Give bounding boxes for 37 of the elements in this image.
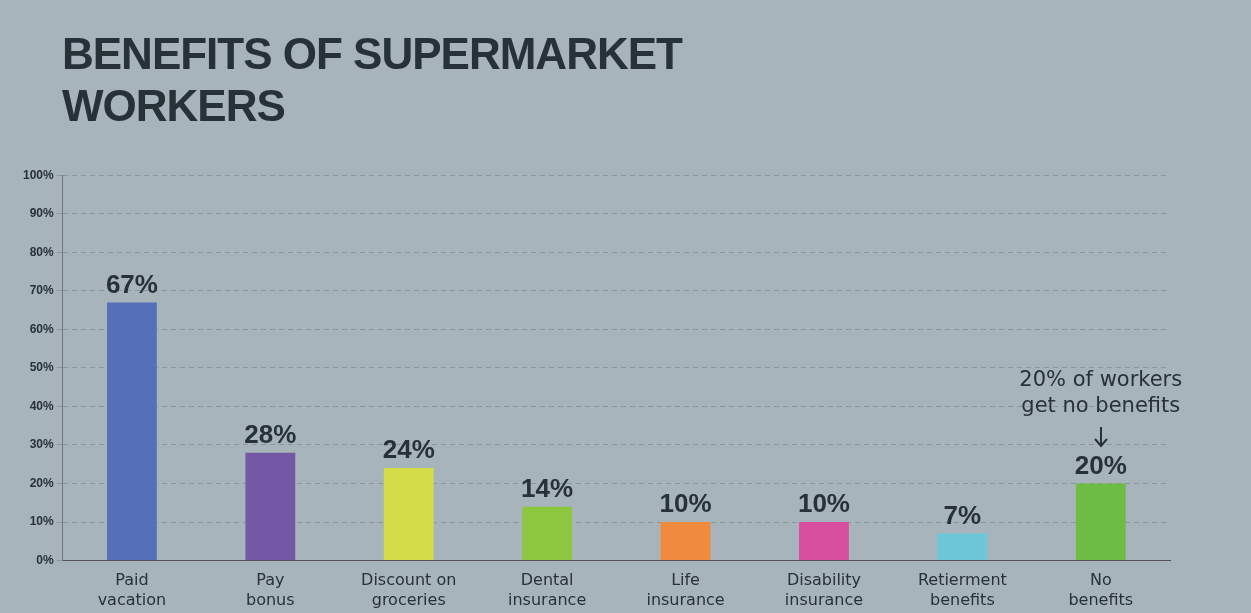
y-tick-label: 80% <box>29 244 55 259</box>
bar <box>937 533 988 561</box>
data-label: 14% <box>521 472 574 503</box>
x-tick-label: Discount on groceries <box>361 570 457 609</box>
y-tick-label: 40% <box>29 398 55 413</box>
x-tick-label: Retierment benefits <box>917 570 1007 609</box>
y-tick-label: 100% <box>22 167 55 182</box>
y-tick-label: 0% <box>36 552 55 567</box>
y-tick-label: 70% <box>29 283 55 298</box>
bar <box>660 522 711 561</box>
bar <box>799 522 849 561</box>
y-tick-label: 90% <box>29 206 55 221</box>
x-tick-label: No benefits <box>1068 570 1134 609</box>
y-tick-label: 60% <box>29 321 55 336</box>
y-tick-label: 30% <box>29 437 55 452</box>
data-label: 10% <box>659 488 712 519</box>
bar <box>106 302 157 561</box>
data-label: 10% <box>797 488 850 519</box>
data-label: 7% <box>943 499 982 530</box>
data-label: 67% <box>105 268 158 299</box>
data-label: 28% <box>244 418 297 449</box>
chart-title: BENEFITS OF SUPERMARKET WORKERS <box>62 28 682 132</box>
annotation: 20% of workers get no benefits <box>1018 365 1184 418</box>
x-tick-label: Paid vacation <box>97 570 167 609</box>
x-tick-label: Dental insurance <box>508 570 587 609</box>
bar <box>245 452 296 561</box>
x-tick-label: Pay bonus <box>246 570 295 609</box>
x-tick-label: Life insurance <box>646 570 725 609</box>
data-label: 24% <box>382 434 435 465</box>
x-tick-label: Disability insurance <box>784 570 864 609</box>
bar <box>383 468 434 561</box>
bar <box>1075 483 1126 561</box>
data-label: 20% <box>1074 449 1127 480</box>
y-tick-label: 50% <box>29 360 55 375</box>
bar <box>522 506 573 561</box>
y-tick-label: 20% <box>29 475 55 490</box>
y-tick-label: 10% <box>29 514 55 529</box>
